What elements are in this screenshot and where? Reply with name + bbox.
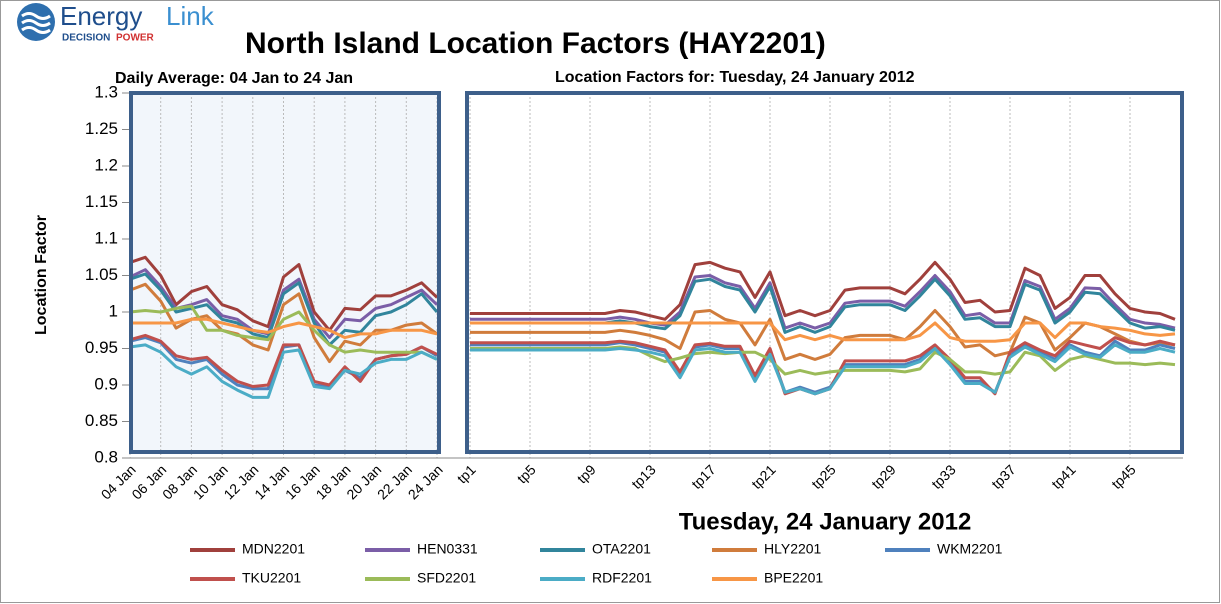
y-tick-label: 0.9 <box>94 374 118 393</box>
legend-label: TKU2201 <box>242 570 301 586</box>
y-tick-label: 0.85 <box>85 411 118 430</box>
y-tick-label: 0.8 <box>94 447 118 466</box>
y-tick-label: 0.95 <box>85 338 118 357</box>
series-line <box>129 255 439 332</box>
y-tick-label: 1 <box>109 301 118 320</box>
left-panel-bg <box>130 93 440 452</box>
series-line <box>129 304 438 361</box>
subtitle: Daily Average: 04 Jan to 24 Jan <box>115 70 353 87</box>
x-axis-title: Tuesday, 24 January 2012 <box>679 508 972 535</box>
chart-title: North Island Location Factors (HAY2201) <box>245 27 826 60</box>
y-tick-label: 1.15 <box>85 192 118 211</box>
panel-border <box>465 91 1184 454</box>
y-tick-label: 1.2 <box>94 155 118 174</box>
legend-label: HLY2201 <box>764 541 822 557</box>
series-line <box>129 343 438 399</box>
series-line <box>470 321 1176 343</box>
legend-label: MDN2201 <box>242 541 305 557</box>
legend-label: BPE2201 <box>764 570 823 586</box>
legend-label: OTA2201 <box>592 541 651 557</box>
legend-label: RDF2201 <box>592 570 652 586</box>
logo-word: Energy <box>60 1 142 31</box>
logo-word: Link <box>166 1 215 31</box>
series-line <box>129 272 439 347</box>
y-tick-label: 1.1 <box>94 228 118 247</box>
series-line <box>470 343 1176 396</box>
panel-border <box>129 91 441 454</box>
y-axis-title: Location Factor <box>33 215 50 335</box>
series-line <box>130 317 438 340</box>
logo-tagline: DECISION <box>62 33 110 44</box>
y-tick-label: 1.3 <box>94 82 118 101</box>
logo-tagline: POWER <box>116 33 155 44</box>
logo-waves <box>21 12 51 34</box>
legend-label: WKM2201 <box>937 541 1003 557</box>
series-line <box>470 260 1176 321</box>
series-line <box>470 274 1176 330</box>
series-line <box>470 309 1176 361</box>
logo: Energy Link DECISION POWER <box>17 1 215 44</box>
y-tick-label: 1.05 <box>85 265 118 284</box>
subtitle: Location Factors for: Tuesday, 24 Januar… <box>555 69 915 86</box>
y-tick-label: 1.25 <box>85 119 118 138</box>
series-line <box>129 333 438 388</box>
legend-label: SFD2201 <box>417 570 476 586</box>
legend-label: HEN0331 <box>417 541 478 557</box>
